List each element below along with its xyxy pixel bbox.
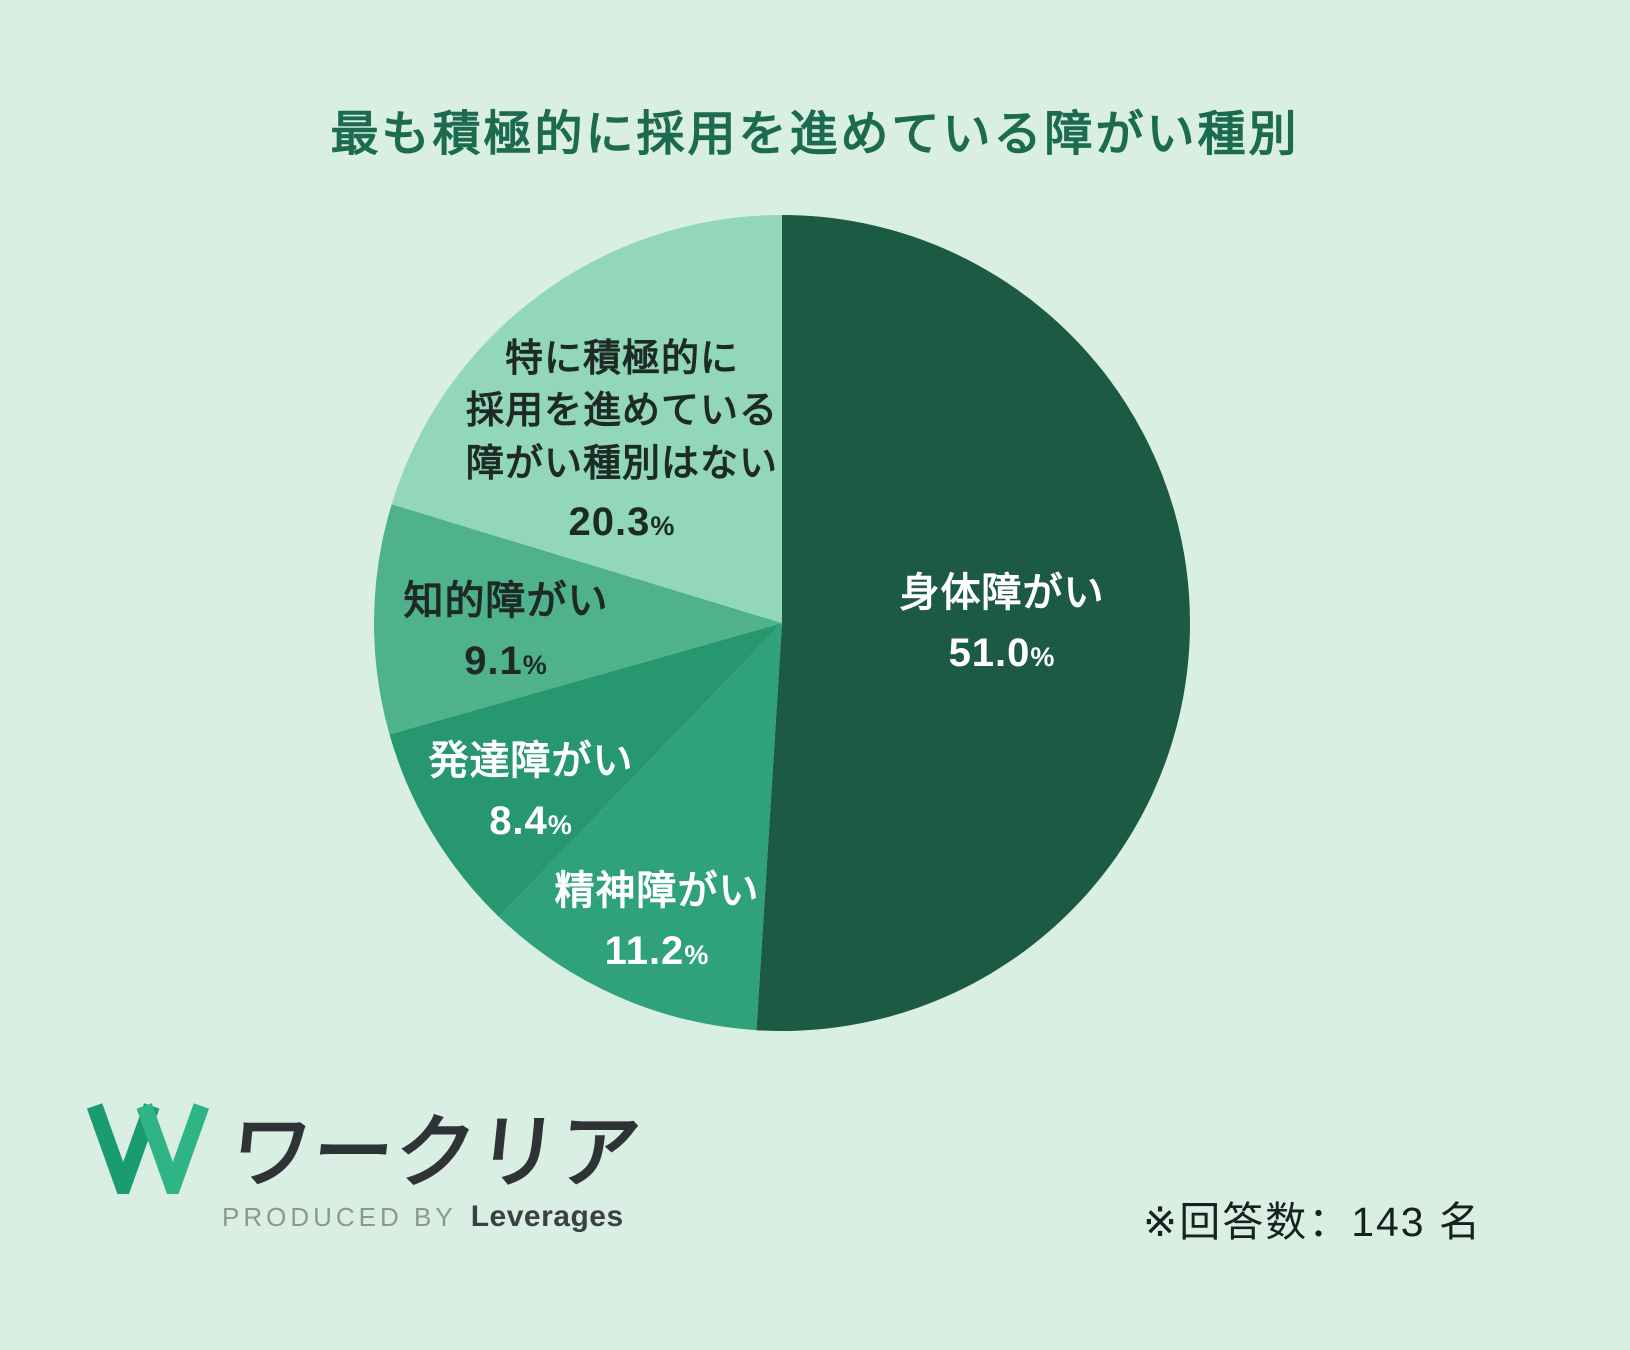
produced-by: PRODUCED BY Leverages <box>222 1200 624 1234</box>
percent-sign: % <box>522 650 548 681</box>
slice-label-intellectual: 知的障がい 9.1% <box>404 574 609 684</box>
percent-sign: % <box>650 511 676 542</box>
percent-sign: % <box>684 940 710 971</box>
slice-label-developmental: 発達障がい 8.4% <box>429 734 634 844</box>
slice-value: 51.0% <box>948 631 1056 676</box>
pie-slice-0 <box>756 215 1190 1031</box>
slice-value: 9.1% <box>464 639 548 684</box>
slice-value: 11.2% <box>604 929 710 974</box>
slice-label-physical: 身体障がい 51.0% <box>900 566 1105 676</box>
brand-name: ワークリア <box>226 1108 646 1197</box>
slice-name: 発達障がい <box>428 739 634 783</box>
slice-value: 20.3% <box>568 500 676 545</box>
chart-title: 最も積極的に採用を進めている障がい種別 <box>330 108 1300 161</box>
slice-label-none: 特に積極的に 採用を進めている 障がい種別はない 20.3% <box>466 333 778 545</box>
pie-chart-container <box>374 215 1190 1031</box>
pie-slice-4 <box>391 215 782 623</box>
percent-sign: % <box>1030 642 1056 673</box>
brand-logo: ワークリア <box>86 1088 646 1204</box>
slice-value: 8.4% <box>489 799 573 844</box>
pie-chart <box>374 215 1190 1031</box>
pie-slice-2 <box>389 623 782 917</box>
slice-name: 精神障がい <box>554 869 760 913</box>
slice-label-mental: 精神障がい 11.2% <box>555 864 760 974</box>
workria-w-logo-icon <box>86 1103 210 1194</box>
produced-by-brand: Leverages <box>470 1200 624 1233</box>
pie-slice-1 <box>498 623 782 1031</box>
pie-slice-3 <box>374 504 782 735</box>
slice-name: 知的障がい <box>403 579 609 623</box>
percent-sign: % <box>547 810 573 841</box>
respondent-count-note: ※回答数：143 名 <box>1142 1199 1482 1245</box>
slice-name: 特に積極的に 採用を進めている 障がい種別はない <box>465 338 779 485</box>
produced-by-label: PRODUCED BY <box>222 1202 457 1232</box>
slice-name: 身体障がい <box>899 571 1105 615</box>
